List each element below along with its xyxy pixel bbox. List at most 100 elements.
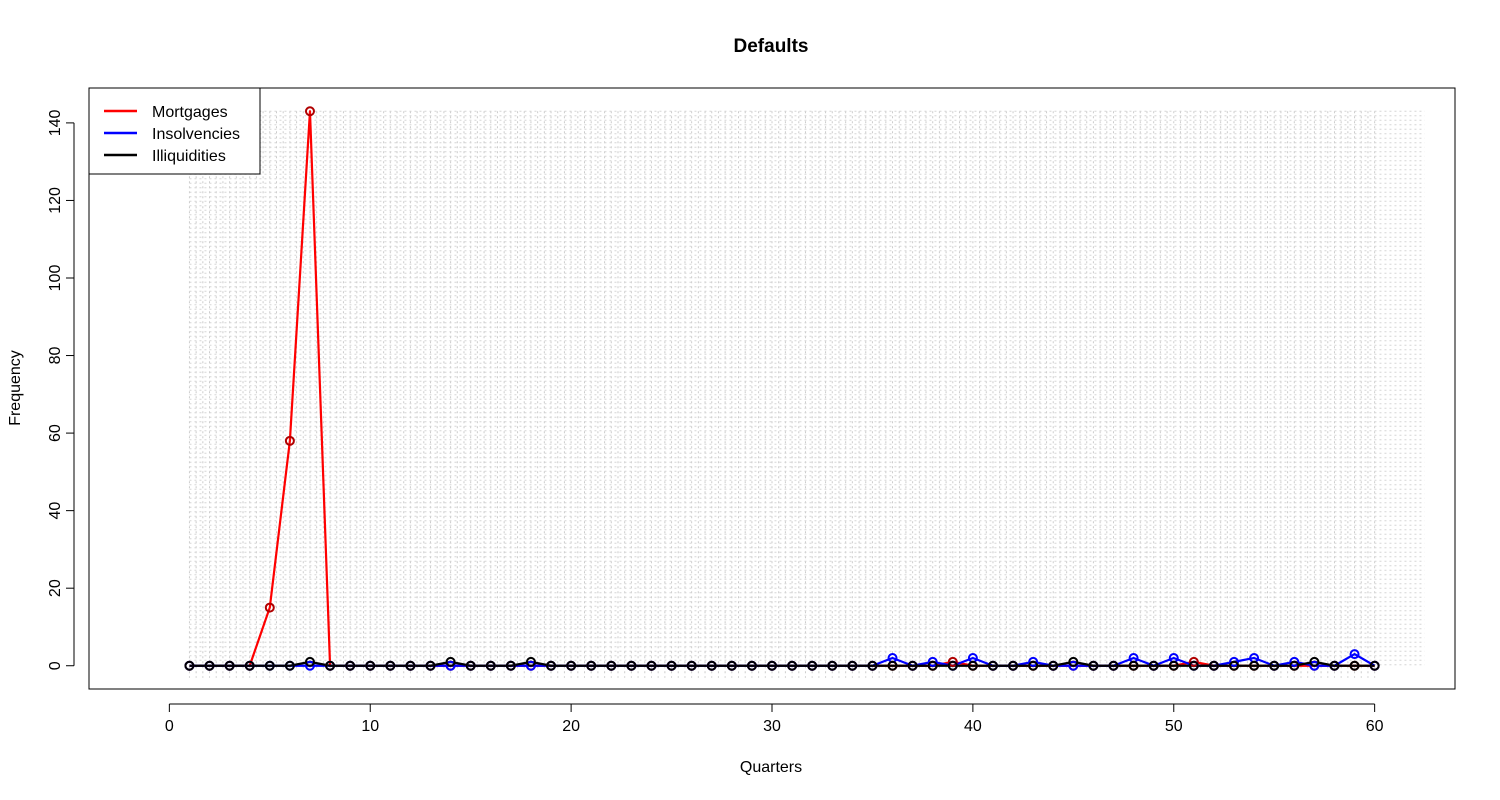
legend: Mortgages Insolvencies Illiquidities [88,87,261,175]
point-illiquidities [485,660,496,671]
point-insolvencies [525,660,536,671]
legend-box [88,87,261,175]
point-illiquidities [264,660,275,671]
point-illiquidities [1148,660,1159,671]
y-axis-label: Frequency [7,350,24,426]
point-illiquidities [907,660,918,671]
point-illiquidities [847,660,858,671]
point-illiquidities [1309,656,1320,667]
point-illiquidities [1329,660,1340,671]
legend-label: Insolvencies [152,126,240,143]
point-insolvencies [1309,660,1320,671]
point-illiquidities [345,660,356,671]
point-illiquidities [445,656,456,667]
series-line-mortgages [189,110,1375,667]
point-illiquidities [586,660,597,671]
point-mortgages [264,602,275,613]
y-tick-label: 140 [47,109,64,136]
y-tick-label: 100 [47,265,64,292]
point-illiquidities [284,660,295,671]
legend-label: Illiquidities [152,148,226,165]
point-illiquidities [546,660,557,671]
x-tick-label: 40 [964,718,982,735]
y-tick-label: 40 [47,502,64,520]
point-insolvencies [927,656,938,667]
x-tick-label: 0 [165,718,174,735]
point-illiquidities [726,660,737,671]
point-illiquidities [1128,660,1139,671]
point-illiquidities [1068,656,1079,667]
point-illiquidities [465,660,476,671]
point-illiquidities [987,660,998,671]
plot-frame [88,87,1456,690]
point-mortgages [947,656,958,667]
x-tick-label: 20 [562,718,580,735]
chart-title: Defaults [734,36,809,57]
point-insolvencies [1229,656,1240,667]
point-illiquidities [1168,660,1179,671]
point-illiquidities [365,660,376,671]
point-illiquidities [1369,660,1380,671]
x-axis-label: Quarters [740,759,802,776]
point-illiquidities [525,656,536,667]
point-illiquidities [1208,660,1219,671]
point-illiquidities [1028,660,1039,671]
point-illiquidities [385,660,396,671]
point-illiquidities [1289,660,1300,671]
point-illiquidities [566,660,577,671]
point-illiquidities [606,660,617,671]
point-illiquidities [807,660,818,671]
point-illiquidities [646,660,657,671]
point-mortgages [304,106,315,117]
point-insolvencies [445,660,456,671]
x-tick-label: 60 [1366,718,1384,735]
point-illiquidities [686,660,697,671]
point-illiquidities [827,660,838,671]
point-illiquidities [1229,660,1240,671]
point-illiquidities [184,660,195,671]
grid [188,110,1425,678]
point-illiquidities [1088,660,1099,671]
point-illiquidities [325,660,336,671]
y-tick-label: 20 [47,579,64,597]
point-illiquidities [425,660,436,671]
point-illiquidities [1249,660,1260,671]
point-illiquidities [505,660,516,671]
y-tick-label: 120 [47,187,64,214]
x-tick-label: 30 [763,718,781,735]
point-illiquidities [204,660,215,671]
point-insolvencies [1068,660,1079,671]
point-insolvencies [1028,656,1039,667]
point-illiquidities [626,660,637,671]
point-illiquidities [967,660,978,671]
point-mortgages [1188,656,1199,667]
series [184,106,1380,671]
point-insolvencies [304,660,315,671]
point-insolvencies [1349,649,1360,660]
point-illiquidities [405,660,416,671]
axes: 0 10 20 30 40 50 60 0 20 40 60 80 100 120 140 [47,109,1384,735]
point-illiquidities [947,660,958,671]
point-illiquidities [1269,660,1280,671]
point-illiquidities [666,660,677,671]
point-illiquidities [304,656,315,667]
point-illiquidities [706,660,717,671]
y-tick-label: 60 [47,424,64,442]
y-tick-label: 80 [47,347,64,365]
point-illiquidities [927,660,938,671]
point-illiquidities [224,660,235,671]
point-illiquidities [1349,660,1360,671]
point-illiquidities [1188,660,1199,671]
point-illiquidities [746,660,757,671]
y-tick-label: 0 [47,661,64,670]
point-insolvencies [1289,656,1300,667]
point-illiquidities [767,660,777,671]
point-illiquidities [1008,660,1019,671]
point-illiquidities [244,660,255,671]
point-illiquidities [887,660,898,671]
legend-label: Mortgages [152,104,228,121]
x-tick-label: 10 [361,718,379,735]
point-illiquidities [1108,660,1119,671]
point-illiquidities [867,660,878,671]
